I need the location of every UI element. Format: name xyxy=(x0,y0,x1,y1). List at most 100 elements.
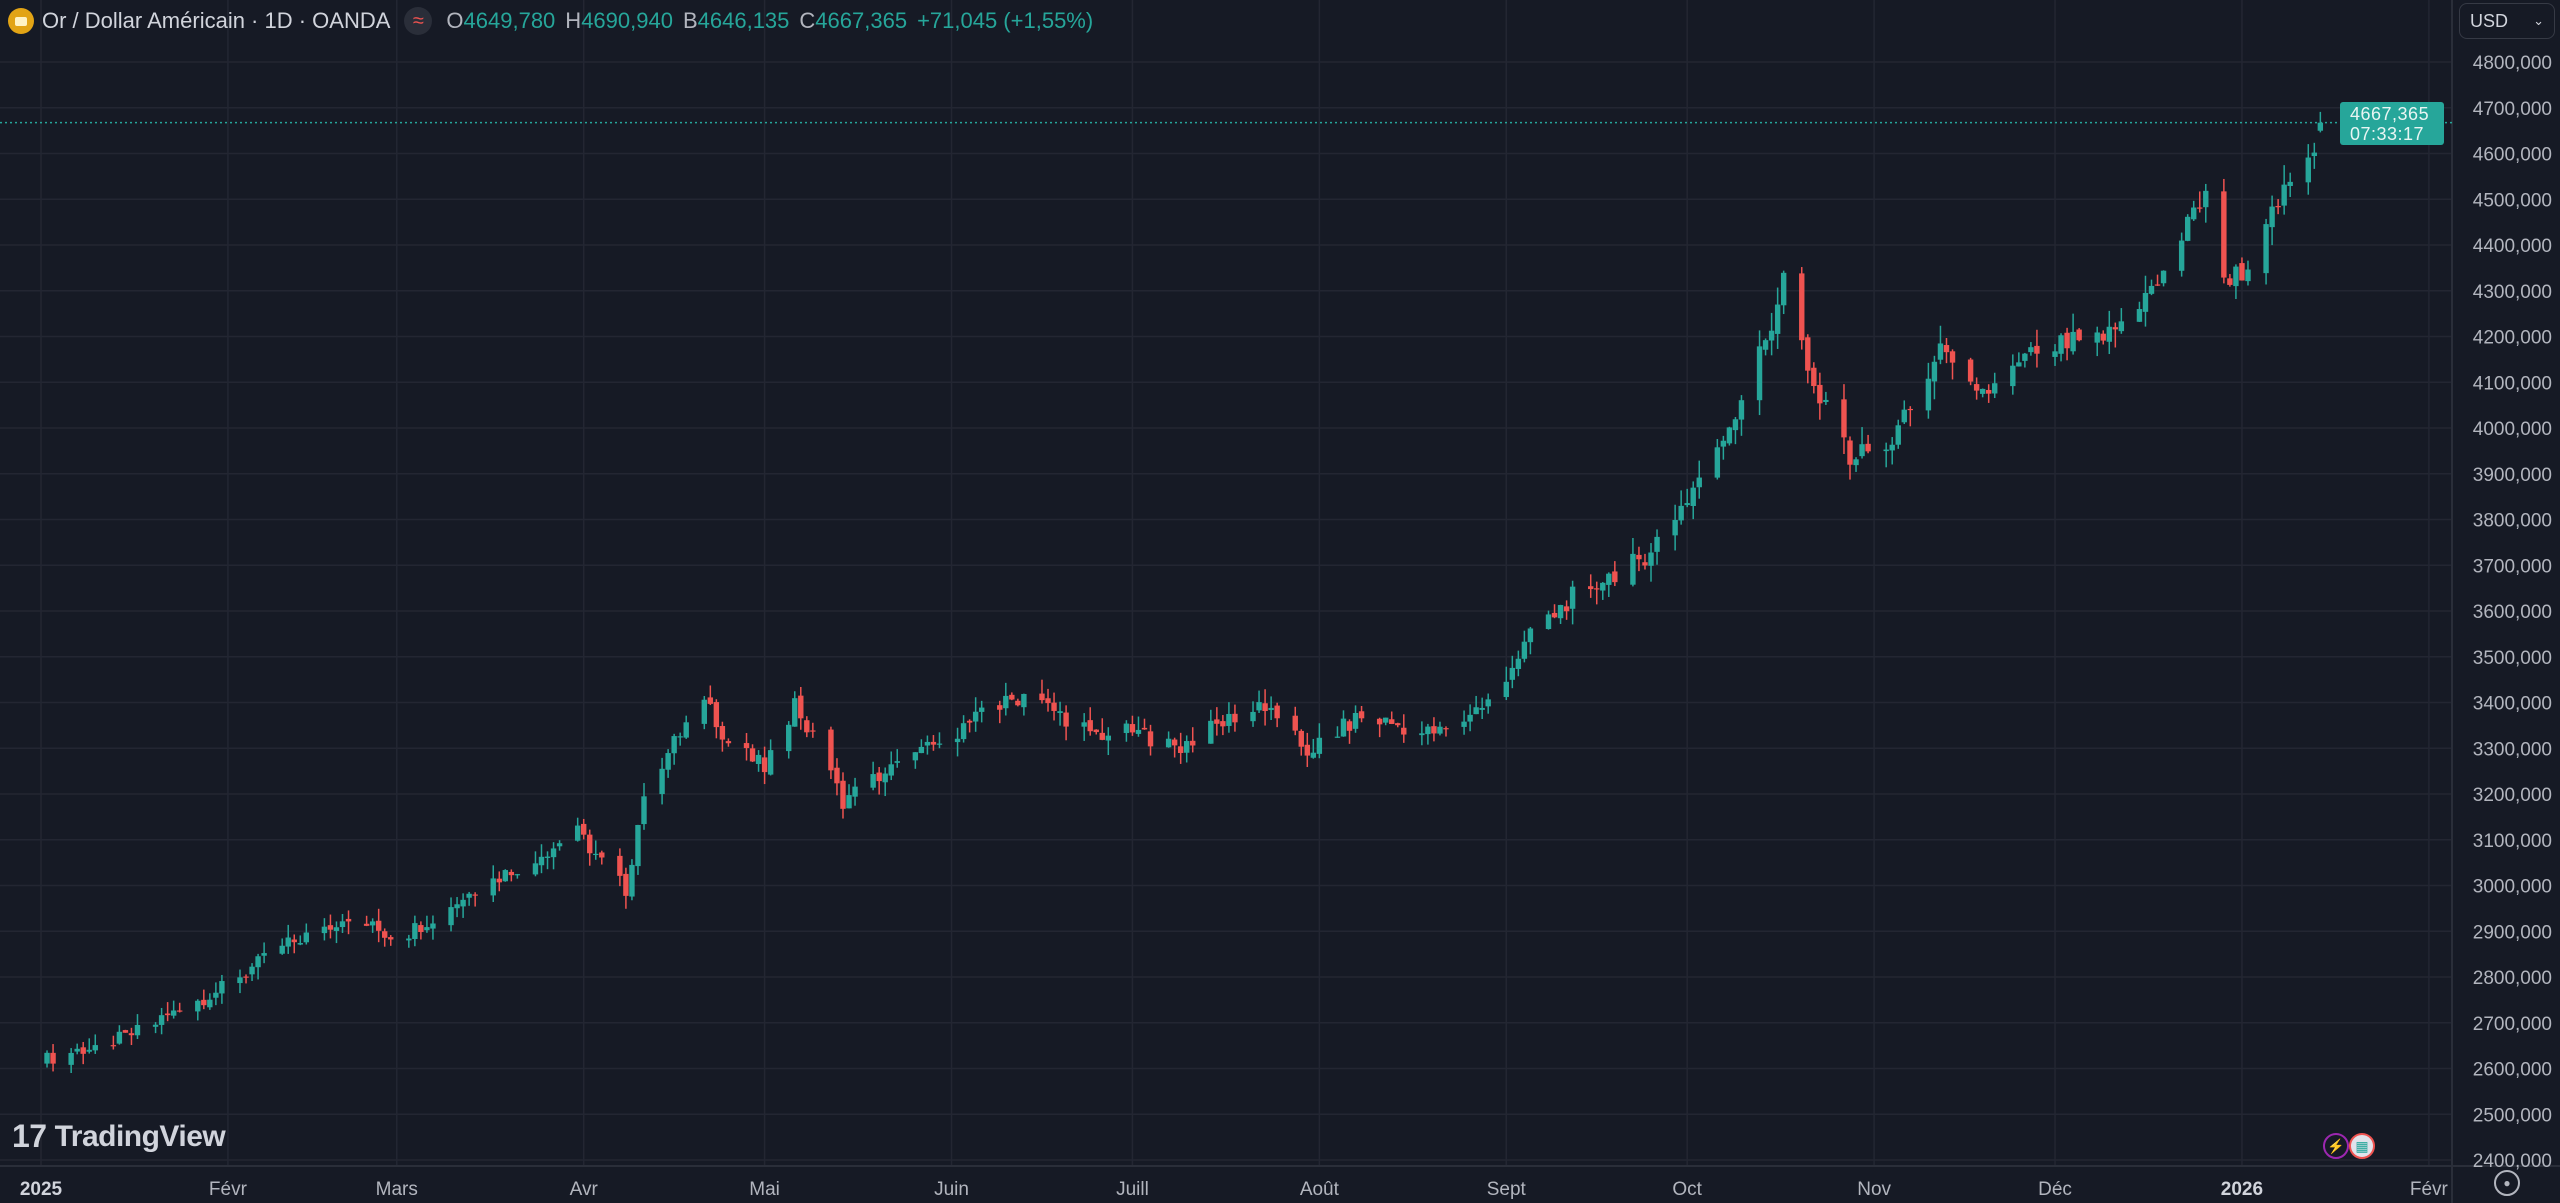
currency-select[interactable]: USD ⌄ xyxy=(2459,3,2555,39)
candle-body xyxy=(1865,443,1871,452)
candle-body xyxy=(1811,367,1817,387)
candle-body xyxy=(924,741,931,746)
candle xyxy=(2184,214,2191,242)
symbol-title[interactable]: Or / Dollar Américain · 1D · OANDA xyxy=(42,8,391,33)
candle-body xyxy=(2239,263,2245,281)
candle-body xyxy=(1437,726,1443,734)
currency-value: USD xyxy=(2470,10,2509,31)
candle-body xyxy=(1509,667,1516,680)
candle xyxy=(1943,338,1950,364)
candle-body xyxy=(44,1052,50,1064)
price-axis[interactable]: 4800,000 4700,000 4600,000 4500,000 4400,000… xyxy=(2473,53,2552,1172)
candle xyxy=(243,974,249,984)
candle-body xyxy=(1316,737,1323,754)
x-tick-label: Août xyxy=(1300,1179,1340,1200)
candle xyxy=(1805,334,1811,384)
change-value: +71,045 (+1,55%) xyxy=(917,8,1094,33)
y-tick-label: 3600,000 xyxy=(2473,602,2552,623)
candle xyxy=(2239,257,2245,281)
candle-body xyxy=(1799,273,1805,341)
x-tick-label: Févr xyxy=(209,1179,248,1200)
candle xyxy=(1165,731,1172,748)
us-flag-event-icon[interactable]: ▦ xyxy=(2349,1133,2375,1159)
candle-body xyxy=(514,874,521,876)
candle-body xyxy=(2034,345,2040,354)
market-status-icon[interactable]: ≈ xyxy=(404,7,433,35)
candle-body xyxy=(219,981,225,994)
candle-body xyxy=(1780,272,1787,306)
candle-body xyxy=(2022,353,2028,361)
y-tick-label: 4100,000 xyxy=(2473,373,2552,394)
candle xyxy=(1937,325,1944,365)
candle xyxy=(1443,726,1449,737)
candle xyxy=(683,715,689,739)
candle xyxy=(876,766,882,795)
candle-body xyxy=(1925,378,1932,411)
candle xyxy=(1485,693,1491,714)
candle-body xyxy=(363,923,370,926)
candle xyxy=(1973,377,1980,400)
candle-body xyxy=(1057,711,1063,713)
candle-body xyxy=(1551,612,1558,618)
candle xyxy=(219,974,225,1004)
candle-body xyxy=(2269,206,2275,228)
candle xyxy=(2136,301,2143,323)
candle xyxy=(1208,709,1214,744)
settings-icon[interactable]: ● xyxy=(2494,1170,2520,1196)
candles xyxy=(44,111,2324,1074)
candle xyxy=(1720,435,1727,460)
candle xyxy=(297,935,303,946)
candle-body xyxy=(1979,388,1986,394)
candle-body xyxy=(1889,444,1895,451)
candle-body xyxy=(448,907,454,926)
candle xyxy=(1672,504,1678,551)
lightning-event-icon[interactable]: ⚡ xyxy=(2323,1133,2349,1159)
candle xyxy=(412,915,418,947)
candle-body xyxy=(1382,717,1389,723)
candle-body xyxy=(870,774,876,788)
candle xyxy=(1630,537,1636,587)
candle xyxy=(1473,695,1479,715)
low-label: B xyxy=(682,8,698,33)
candle-body xyxy=(1147,731,1154,747)
candle xyxy=(1226,702,1232,733)
candle-body xyxy=(1817,384,1823,404)
candle-body xyxy=(810,730,816,732)
candle-body xyxy=(237,977,243,984)
candle-body xyxy=(1600,582,1606,591)
candle xyxy=(1298,729,1304,756)
candle xyxy=(671,733,677,765)
candle-body xyxy=(2160,270,2167,284)
tradingview-logo[interactable]: 17 TradingView xyxy=(12,1118,226,1155)
candle-body xyxy=(2311,152,2318,157)
candle-body xyxy=(671,736,677,754)
candle-body xyxy=(1473,707,1479,715)
candle-body xyxy=(1479,707,1485,710)
candle-body xyxy=(1636,554,1642,560)
candle-body xyxy=(574,825,581,841)
candle xyxy=(213,982,219,1006)
candle xyxy=(363,915,370,927)
candle xyxy=(2227,273,2233,287)
candle xyxy=(1714,438,1721,480)
candle xyxy=(2070,313,2076,355)
candle-body xyxy=(894,761,900,763)
candle xyxy=(719,721,726,752)
candle xyxy=(581,818,587,840)
candle xyxy=(870,761,876,791)
candle-body xyxy=(719,726,726,740)
candle xyxy=(2052,344,2058,366)
candle-body xyxy=(1847,440,1853,465)
candle xyxy=(1184,735,1190,763)
candle xyxy=(1461,710,1467,735)
candle-body xyxy=(972,711,979,722)
candle xyxy=(1545,610,1552,630)
last-price-value: 4667,365 xyxy=(2350,103,2430,124)
time-axis[interactable]: 2025 Févr Mars Avr Mai Juin Juill Août Sept Oct No… xyxy=(20,1179,2449,1200)
candle-body xyxy=(1594,588,1600,590)
candle xyxy=(767,739,774,776)
candle-body xyxy=(460,899,466,907)
candle-body xyxy=(2305,157,2311,183)
candle xyxy=(1557,604,1564,624)
